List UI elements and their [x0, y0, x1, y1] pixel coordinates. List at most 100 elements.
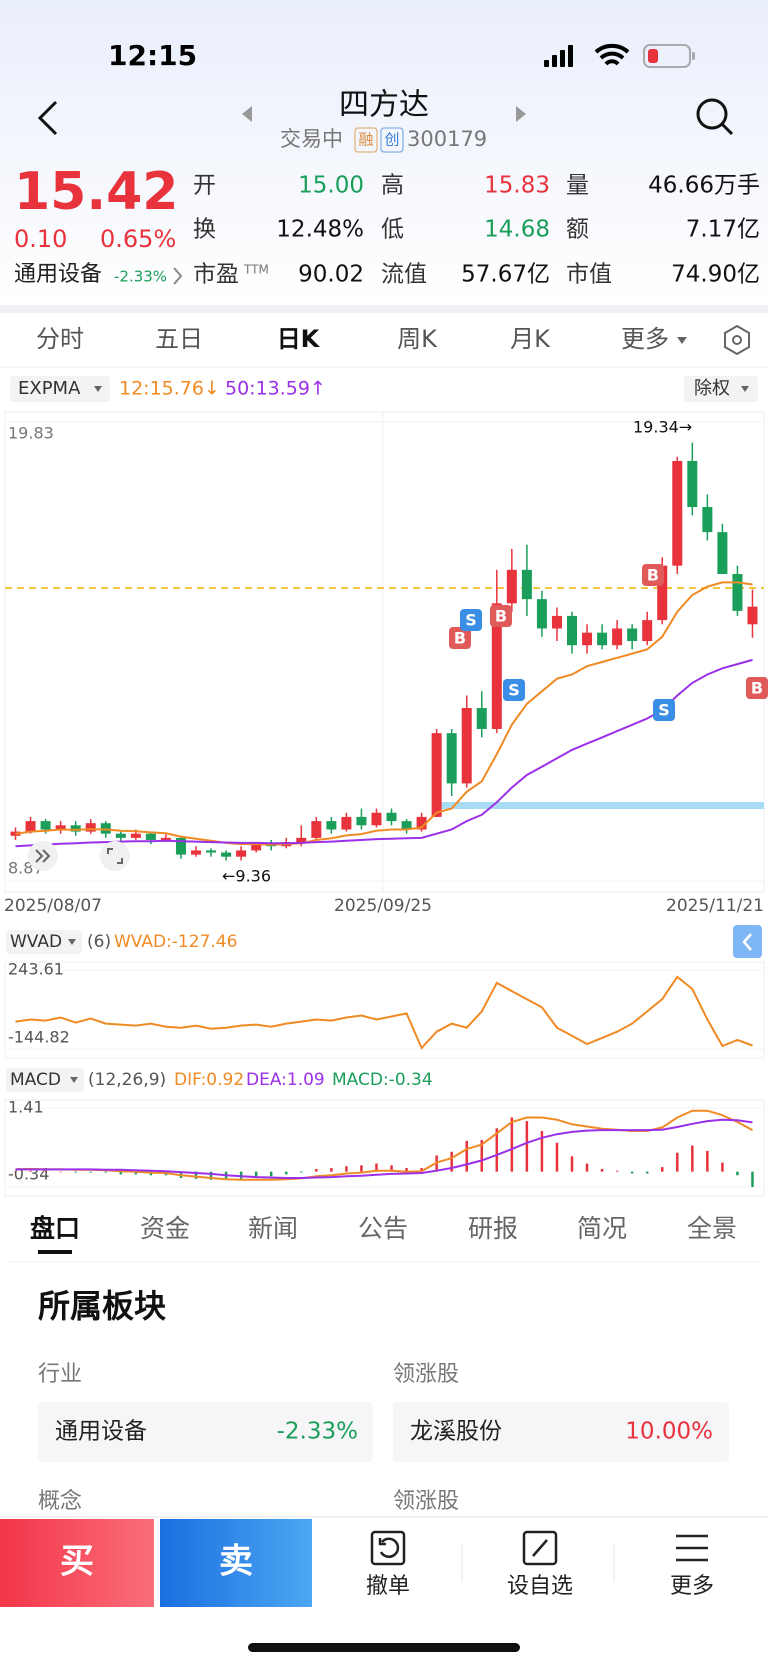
- stat-value: 90.02: [298, 262, 364, 288]
- detail-tab[interactable]: 公告: [358, 1214, 408, 1243]
- macd-bar: [89, 1171, 92, 1173]
- fullscreen-button[interactable]: [100, 841, 130, 871]
- adjust-label: 除权: [694, 378, 730, 399]
- back-button[interactable]: [37, 100, 58, 136]
- action-label[interactable]: 更多: [670, 1574, 714, 1599]
- collapse-button[interactable]: [733, 925, 762, 958]
- macd-bar: [525, 1121, 529, 1172]
- candle-body: [476, 708, 487, 729]
- candle-body: [416, 816, 427, 830]
- candle-body: [461, 708, 472, 784]
- candle-body: [582, 632, 593, 646]
- change-pct: 0.65%: [100, 225, 176, 253]
- stat-label: 流值: [381, 262, 427, 288]
- candle-body: [130, 833, 141, 838]
- candle-body: [70, 825, 81, 832]
- detail-tab[interactable]: 盘口: [30, 1214, 80, 1243]
- trade-state: 交易中: [280, 127, 343, 151]
- period-tab[interactable]: 分时: [36, 325, 84, 353]
- y-tick-label: 19.83: [8, 424, 54, 443]
- stat-label: 开: [193, 173, 216, 199]
- period-tab[interactable]: 月K: [510, 325, 551, 353]
- candle-body: [221, 852, 232, 857]
- candle-body: [446, 733, 457, 784]
- wvad-label: WVAD:-127.46: [114, 932, 237, 952]
- stat-value: 15.83: [484, 173, 550, 199]
- prev-stock[interactable]: [242, 106, 252, 122]
- candle-body: [732, 574, 743, 611]
- stock-name: 四方达: [339, 88, 429, 123]
- indicator-select[interactable]: [6, 1068, 84, 1092]
- macd-bar: [465, 1140, 468, 1172]
- signal-badge: [746, 677, 768, 699]
- search-button[interactable]: [696, 98, 728, 130]
- macd-bar: [269, 1171, 273, 1177]
- indicator-select[interactable]: [6, 930, 82, 954]
- industry-card[interactable]: [38, 1402, 373, 1462]
- detail-tabs: 盘口 资金 新闻 公告 研报 简况 全景: [30, 1214, 737, 1243]
- signal-badge: [642, 564, 664, 586]
- period-tab[interactable]: 五日: [155, 325, 203, 353]
- dropdown-caret: [70, 1077, 78, 1083]
- macd-name: MACD: [10, 1070, 61, 1090]
- candle-body: [160, 837, 171, 840]
- badge: 创: [384, 131, 399, 149]
- dropdown-caret: [94, 386, 102, 392]
- leader-card[interactable]: [393, 1402, 729, 1462]
- macd-bar: [450, 1151, 453, 1172]
- period-tab[interactable]: 周K: [397, 325, 438, 353]
- period-tab[interactable]: 日K: [277, 325, 321, 353]
- badge-box: [354, 127, 378, 153]
- macd-bar: [480, 1140, 484, 1172]
- next-stock[interactable]: [516, 106, 526, 122]
- ema50-line: [15, 658, 753, 848]
- candle-body: [296, 837, 307, 843]
- sell-label: 卖: [219, 1542, 253, 1582]
- settings-button[interactable]: [724, 324, 750, 356]
- signal-label: S: [658, 701, 670, 720]
- battery-level: [648, 49, 658, 63]
- buy-button[interactable]: [0, 1519, 154, 1607]
- period-tab[interactable]: 更多: [621, 325, 669, 353]
- detail-tab[interactable]: 研报: [468, 1214, 518, 1243]
- macd-bar: [284, 1171, 288, 1175]
- candle-body: [356, 816, 367, 826]
- stat-value: 46.66万手: [648, 173, 760, 199]
- macd-bar: [74, 1171, 77, 1173]
- chevron: [173, 267, 183, 285]
- candle-body: [642, 620, 653, 642]
- action-label[interactable]: 撤单: [366, 1574, 410, 1599]
- search-handle: [720, 122, 734, 136]
- detail-tab[interactable]: 简况: [577, 1214, 627, 1243]
- sell-button[interactable]: [160, 1519, 312, 1607]
- sector[interactable]: 通用设备: [14, 262, 102, 287]
- candle-body: [672, 460, 683, 566]
- indicator-select[interactable]: [10, 376, 110, 402]
- macd-param: (12,26,9): [88, 1070, 166, 1090]
- ema12-line: [15, 581, 753, 846]
- pe-sup: TTM: [243, 263, 269, 277]
- divider: [0, 305, 768, 313]
- macd-bar: [194, 1171, 198, 1179]
- macd-bar: [706, 1150, 709, 1172]
- candle-body: [627, 628, 638, 642]
- detail-tab[interactable]: 资金: [140, 1214, 190, 1243]
- detail-tab[interactable]: 全景: [687, 1214, 737, 1243]
- detail-tab[interactable]: 新闻: [248, 1214, 298, 1243]
- fullscreen-icon: [107, 848, 123, 864]
- candle-body: [85, 823, 96, 832]
- action-label[interactable]: 设自选: [507, 1574, 573, 1599]
- y-tick-label: 243.61: [8, 960, 64, 979]
- home-indicator: [248, 1643, 520, 1652]
- kline-frame: [4, 411, 765, 893]
- dea-line: [15, 1118, 753, 1179]
- candle-body: [251, 844, 262, 851]
- adjust-select[interactable]: [684, 376, 758, 402]
- candle-body: [521, 569, 532, 600]
- watch-icon: [522, 1530, 558, 1566]
- candle-body: [326, 821, 337, 830]
- macd-bar: [300, 1171, 303, 1173]
- candle-body: [145, 833, 156, 840]
- period-tabs: 分时 五日 日K 周K 月K 更多: [36, 325, 687, 353]
